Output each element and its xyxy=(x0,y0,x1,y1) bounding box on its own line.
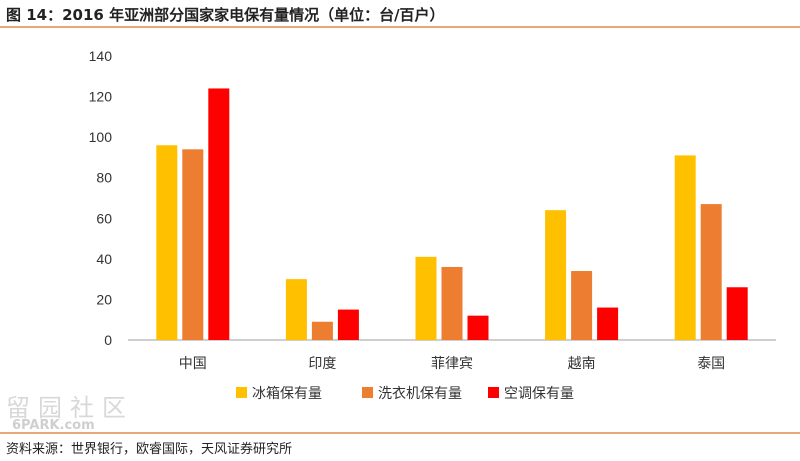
watermark-logo: 留园社区 xyxy=(6,394,134,422)
bar-2-1 xyxy=(182,149,204,340)
legend: 冰箱保有量 洗衣机保有量 空调保有量 xyxy=(236,386,574,402)
bar-1-5 xyxy=(674,155,696,340)
legend-swatch xyxy=(488,387,499,398)
y-tick-label: 140 xyxy=(89,48,113,64)
bar-3-5 xyxy=(726,287,748,340)
legend-label: 冰箱保有量 xyxy=(252,386,322,402)
bar-3-3 xyxy=(467,315,489,340)
bar-3-4 xyxy=(597,307,619,340)
bar-1-2 xyxy=(285,279,307,340)
bar-3-2 xyxy=(337,309,359,340)
title-bar: 图 14：2016 年亚洲部分国家家电保有量情况（单位：台/百户） xyxy=(0,0,800,28)
watermark-url: 6PARK.com xyxy=(12,418,95,433)
bar-1-3 xyxy=(415,256,437,340)
chart-title: 图 14：2016 年亚洲部分国家家电保有量情况（单位：台/百户） xyxy=(6,6,445,24)
y-tick-label: 0 xyxy=(104,332,112,348)
bar-1-4 xyxy=(545,210,567,340)
bar-3-1 xyxy=(208,88,230,340)
bar-2-4 xyxy=(571,271,593,340)
x-tick-label: 印度 xyxy=(308,356,336,372)
x-tick-label: 菲律宾 xyxy=(431,356,473,372)
bar-2-5 xyxy=(700,204,722,340)
x-tick-label: 泰国 xyxy=(697,356,725,372)
source-note: 资料来源：世界银行，欧睿国际，天风证券研究所 xyxy=(6,442,293,457)
bar-chart: 0 20 40 60 80 100 120 140 中国 印度 菲律宾 越南 泰国 冰箱保有量 洗衣机保… xyxy=(89,48,776,402)
y-tick-label: 80 xyxy=(96,170,112,186)
bar-2-2 xyxy=(311,321,333,340)
bar-2-3 xyxy=(441,266,463,340)
legend-swatch xyxy=(362,387,373,398)
legend-swatch xyxy=(236,387,247,398)
legend-label: 空调保有量 xyxy=(504,386,574,402)
bar-1-1 xyxy=(156,145,178,340)
x-tick-label: 中国 xyxy=(179,356,207,372)
footer-divider xyxy=(0,432,800,434)
x-axis-labels: 中国 印度 菲律宾 越南 泰国 xyxy=(179,356,725,372)
x-tick-label: 越南 xyxy=(568,356,596,372)
legend-label: 洗衣机保有量 xyxy=(378,386,462,402)
y-tick-label: 60 xyxy=(96,210,112,226)
y-tick-label: 120 xyxy=(89,89,113,105)
y-tick-label: 100 xyxy=(89,129,113,145)
bars xyxy=(156,88,748,340)
y-tick-label: 40 xyxy=(96,251,112,267)
y-tick-label: 20 xyxy=(96,291,112,307)
